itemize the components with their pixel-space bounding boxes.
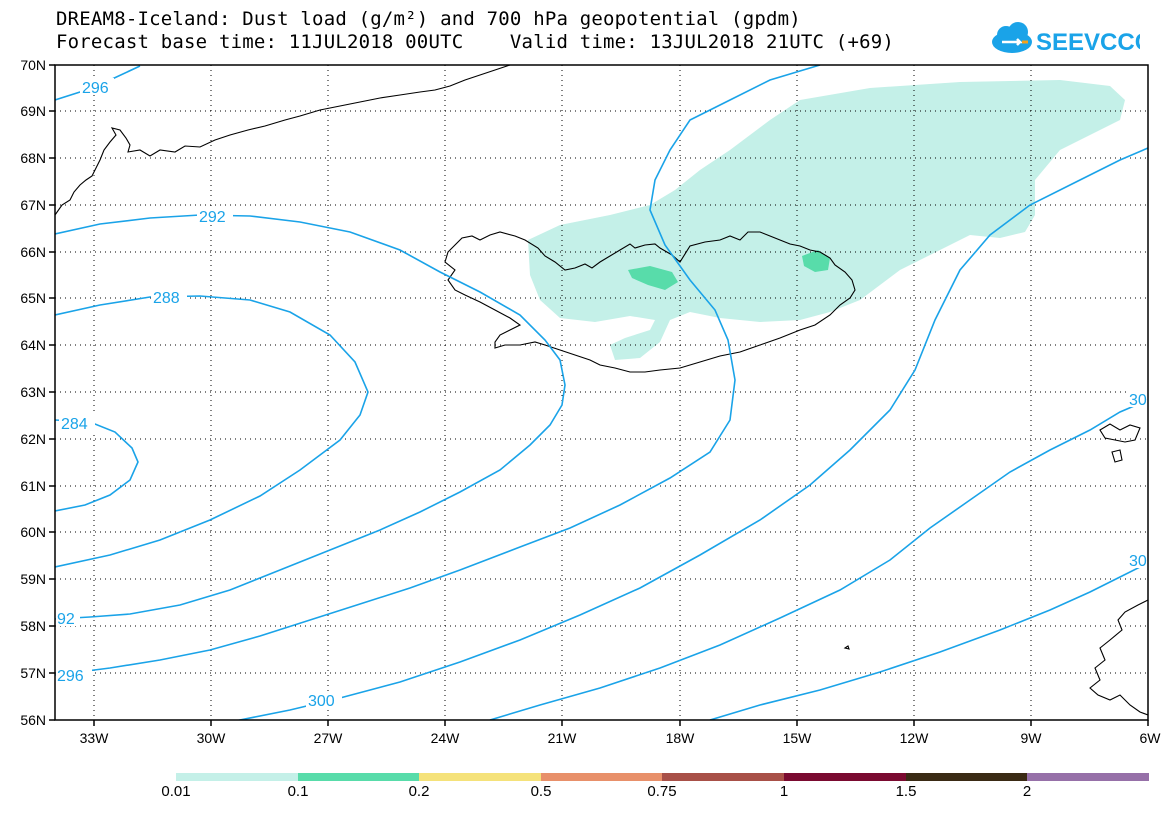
iceland-coast <box>444 231 856 373</box>
colorbar-swatch <box>662 773 784 781</box>
colorbar-label: 0.01 <box>161 783 191 800</box>
colorbar-swatch <box>419 773 541 781</box>
contour-296 <box>55 65 821 676</box>
lon-label: 30W <box>197 730 227 746</box>
dust-load-fill <box>528 80 1125 360</box>
colorbar-label: 1 <box>779 783 789 800</box>
lat-label: 61N <box>20 478 46 494</box>
lon-label: 15W <box>783 730 813 746</box>
lat-label: 67N <box>20 197 46 213</box>
colorbar <box>176 773 1149 781</box>
rockall <box>843 645 850 650</box>
contour-label: 292 <box>199 209 226 226</box>
colorbar-label: 2 <box>1022 783 1032 800</box>
colorbar-swatch <box>906 773 1027 781</box>
dust-area-mid-east <box>802 250 830 272</box>
contour-labels: 296 292 288 284 30 30 92 296 300 <box>56 78 1150 710</box>
contour-label: 288 <box>153 290 180 307</box>
lat-label: 60N <box>20 524 46 540</box>
cloud-icon <box>992 22 1032 53</box>
lat-label: 70N <box>20 57 46 73</box>
lon-label: 18W <box>666 730 696 746</box>
logo-text: SEEVCCC <box>1036 29 1140 56</box>
scotland-coast <box>1089 599 1148 716</box>
lon-label: 24W <box>431 730 461 746</box>
contour-label: 30 <box>1129 392 1147 409</box>
lat-label: 66N <box>20 244 46 260</box>
lat-label: 65N <box>20 290 46 306</box>
seevccc-logo: SEEVCCC <box>992 22 1140 56</box>
colorbar-swatch <box>298 773 419 781</box>
contour-label: 92 <box>57 611 75 628</box>
greenland-coast <box>55 65 511 216</box>
coastlines <box>55 65 1148 716</box>
dust-area-mid-west <box>628 266 678 290</box>
contour-label: 30 <box>1129 553 1147 570</box>
colorbar-label: 0.5 <box>530 783 552 800</box>
lat-label: 68N <box>20 150 46 166</box>
lat-label: 57N <box>20 665 46 681</box>
colorbar-label: 0.1 <box>287 783 309 800</box>
contour-300 <box>235 147 1148 720</box>
colorbar-swatch <box>541 773 662 781</box>
lat-label: 62N <box>20 431 46 447</box>
dust-area-low <box>528 80 1125 360</box>
contour-label: 296 <box>57 668 84 685</box>
contour-304 <box>489 399 1148 720</box>
lat-label: 56N <box>20 712 46 728</box>
lon-label: 27W <box>314 730 344 746</box>
map-title: DREAM8-Iceland: Dust load (g/m²) and 700… <box>56 8 801 30</box>
colorbar-label: 0.75 <box>647 783 677 800</box>
contour-308 <box>709 562 1148 720</box>
longitude-labels: 33W 30W 27W 24W 21W 18W 15W 12W 9W 6W <box>80 730 1162 746</box>
lon-label: 6W <box>1140 730 1162 746</box>
latitude-labels: 70N 69N 68N 67N 66N 65N 64N 63N 62N 61N … <box>20 57 46 728</box>
lat-label: 69N <box>20 103 46 119</box>
colorbar-swatch <box>784 773 906 781</box>
lat-label: 59N <box>20 571 46 587</box>
lon-label: 9W <box>1021 730 1043 746</box>
colorbar-swatch <box>176 773 298 781</box>
contour-284 <box>55 419 139 512</box>
lat-label: 58N <box>20 618 46 634</box>
colorbar-label: 0.2 <box>408 783 430 800</box>
contour-label: 300 <box>308 693 335 710</box>
contour-292 <box>55 214 566 620</box>
contour-288 <box>55 295 369 568</box>
colorbar-label: 1.5 <box>895 783 917 800</box>
map-subtitle: Forecast base time: 11JUL2018 00UTC Vali… <box>56 31 895 53</box>
lat-label: 64N <box>20 337 46 353</box>
lat-label: 63N <box>20 384 46 400</box>
lon-label: 12W <box>900 730 930 746</box>
contour-label: 296 <box>82 80 109 97</box>
axis-ticks <box>49 64 1149 726</box>
contour-label: 284 <box>61 416 88 433</box>
lon-label: 21W <box>548 730 578 746</box>
lon-label: 33W <box>80 730 110 746</box>
colorbar-swatch <box>1027 773 1149 781</box>
faroe-coast <box>1099 423 1141 463</box>
